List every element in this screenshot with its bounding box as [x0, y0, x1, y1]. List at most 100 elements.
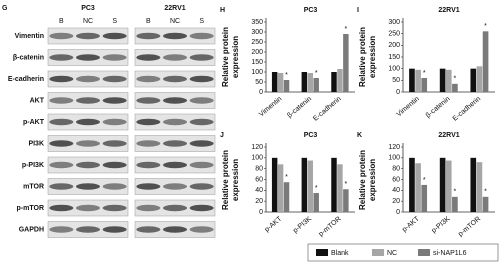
x-tick-label: β-catenin: [425, 96, 452, 120]
bar: [409, 68, 415, 92]
panel-label: H: [220, 7, 225, 14]
protein-label: p-PI3K: [22, 162, 44, 169]
y-tick-label: 250: [388, 31, 400, 38]
protein-label: E-cadherin: [8, 76, 44, 83]
blot-band: [163, 140, 187, 147]
panel-label: K: [357, 132, 362, 139]
blot-band: [163, 54, 187, 61]
protein-label: β-catenin: [13, 54, 44, 61]
protein-label: GAPDH: [19, 226, 44, 233]
blot-band: [189, 204, 214, 212]
panel-label: J: [220, 132, 224, 139]
y-tick-label: 0: [259, 89, 263, 96]
bar: [476, 66, 483, 92]
y-tick-label: 80: [255, 166, 263, 173]
bar: [439, 157, 446, 212]
y-axis-label: Relative protein expression: [358, 27, 377, 88]
x-tick-label: p-PI3K: [292, 215, 313, 234]
y-tick-label: 150: [388, 54, 400, 61]
x-tick-label: E-cadherin: [452, 96, 483, 123]
x-tick-label: p-mTOR: [457, 216, 482, 239]
y-axis-label: Relative protein expression: [358, 149, 377, 210]
y-axis-label: Relative protein expression: [221, 149, 240, 210]
bar: [331, 72, 337, 92]
significance-mark: *: [315, 70, 318, 77]
blot-band: [102, 54, 127, 61]
x-tick-label: Vimentin: [258, 96, 283, 119]
x-tick-label: p-AKT: [401, 215, 421, 234]
blot-band: [136, 226, 161, 233]
bar: [337, 69, 343, 92]
lane-label: B: [146, 18, 151, 25]
protein-label: AKT: [30, 97, 45, 104]
chart-title: 22RV1: [438, 132, 459, 139]
y-tick-label: 250: [251, 39, 263, 46]
blot-band: [102, 204, 127, 212]
blot-band: [189, 140, 214, 147]
legend-label: si-NAP1L6: [433, 250, 467, 257]
y-axis-label: Relative protein expression: [221, 27, 240, 88]
y-tick-label: 60: [255, 176, 263, 183]
blot-band: [76, 161, 100, 169]
blot-band: [163, 183, 187, 190]
bar: [313, 78, 319, 92]
blot-band: [136, 204, 161, 212]
blot-band: [189, 97, 214, 104]
y-tick-label: 80: [392, 166, 400, 173]
chart-title: 22RV1: [438, 7, 459, 14]
protein-label: Vimentin: [15, 33, 44, 40]
y-tick-label: 100: [251, 69, 263, 76]
blot-band: [102, 32, 127, 40]
blot-band: [163, 226, 187, 233]
lane-label: S: [112, 18, 117, 25]
blot-band: [136, 118, 161, 126]
y-tick-label: 300: [251, 29, 263, 36]
lane-label: B: [59, 18, 64, 25]
chart-title: PC3: [304, 132, 318, 139]
y-tick-label: 100: [388, 155, 400, 162]
bar: [445, 69, 452, 92]
lane-label: NC: [83, 18, 93, 25]
bar: [445, 160, 452, 212]
bar: [277, 73, 284, 92]
x-tick-label: β-catenin: [286, 96, 313, 120]
significance-mark: *: [285, 72, 288, 79]
blot-band: [49, 118, 74, 126]
blot-band: [49, 204, 74, 212]
blot-band: [102, 161, 127, 169]
bar: [331, 157, 337, 212]
y-tick-label: 20: [255, 198, 263, 205]
bar: [415, 69, 421, 92]
blot-band: [76, 183, 100, 190]
y-tick-label: 40: [392, 187, 400, 194]
blot-band: [189, 118, 214, 126]
bar: [277, 164, 284, 212]
bar: [470, 68, 477, 92]
bar: [337, 164, 343, 212]
significance-mark: *: [285, 174, 288, 181]
blot-band: [189, 32, 214, 40]
blot-band: [49, 54, 74, 61]
blot-band: [102, 226, 127, 233]
x-tick-label: p-PI3K: [431, 215, 452, 234]
blot-band: [136, 97, 161, 104]
y-tick-label: 0: [396, 89, 400, 96]
significance-mark: *: [484, 23, 487, 30]
blot-band: [102, 97, 127, 104]
blot-band: [163, 32, 187, 40]
significance-mark: *: [484, 189, 487, 196]
significance-mark: *: [423, 177, 426, 184]
bar: [439, 68, 446, 92]
group-label: PC3: [81, 5, 95, 12]
blot-band: [76, 32, 100, 40]
bar: [452, 83, 458, 92]
blot-band: [76, 118, 100, 126]
blot-band: [49, 75, 74, 83]
legend-box: [307, 243, 499, 262]
bar: [343, 34, 349, 92]
y-tick-label: 50: [392, 77, 400, 84]
blot-band: [163, 118, 187, 126]
legend-swatch: [316, 249, 328, 256]
significance-mark: *: [454, 76, 457, 83]
